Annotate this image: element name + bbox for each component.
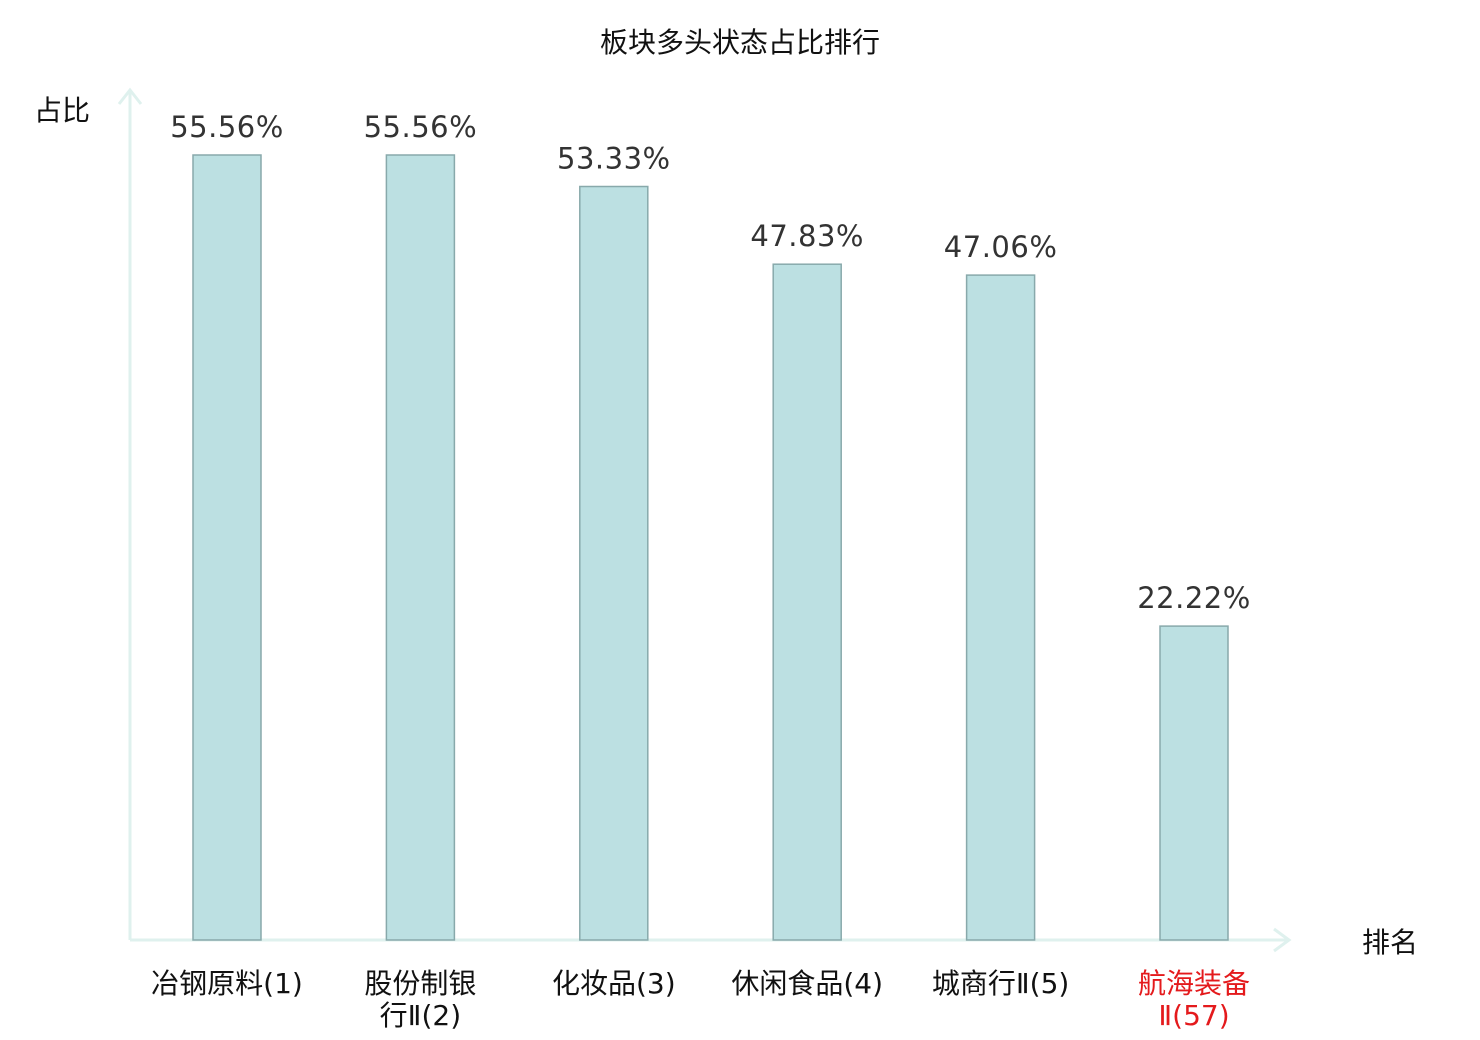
y-axis-arrow bbox=[117, 87, 143, 105]
value-label-1: 55.56% bbox=[170, 110, 284, 144]
chart-title: 板块多头状态占比排行 bbox=[600, 26, 880, 59]
value-label-group: 55.56% 55.56% 53.33% 47.83% 47.06% 22.22% bbox=[170, 110, 1251, 615]
category-label-5: 城商行Ⅱ(5) bbox=[932, 967, 1069, 1000]
category-label-3: 化妆品(3) bbox=[552, 967, 676, 1000]
category-label-6-line-1: 航海装备 bbox=[1138, 967, 1250, 1000]
value-label-3: 53.33% bbox=[557, 142, 671, 176]
category-label-4: 休闲食品(4) bbox=[731, 967, 883, 1000]
x-axis-label: 排名 bbox=[1362, 926, 1418, 959]
category-label-1: 冶钢原料(1) bbox=[151, 967, 303, 1000]
category-label-2-line-1: 股份制银 bbox=[364, 967, 476, 1000]
category-label-6-line-2: Ⅱ(57) bbox=[1158, 999, 1229, 1032]
category-label-2-line-2: 行Ⅱ(2) bbox=[380, 999, 461, 1032]
bar-1 bbox=[192, 154, 262, 941]
bar-2 bbox=[385, 154, 456, 941]
x-axis-arrow bbox=[1273, 927, 1292, 953]
y-axis-label: 占比 bbox=[34, 94, 90, 127]
bar-group bbox=[192, 154, 1229, 941]
bar-4 bbox=[772, 263, 842, 941]
bar-3 bbox=[579, 185, 649, 941]
bar-5 bbox=[965, 274, 1036, 941]
bar-6 bbox=[1159, 625, 1229, 941]
value-label-2: 55.56% bbox=[364, 110, 478, 144]
value-label-4: 47.83% bbox=[750, 219, 864, 253]
value-label-5: 47.06% bbox=[944, 230, 1058, 264]
value-label-6: 22.22% bbox=[1137, 581, 1251, 615]
